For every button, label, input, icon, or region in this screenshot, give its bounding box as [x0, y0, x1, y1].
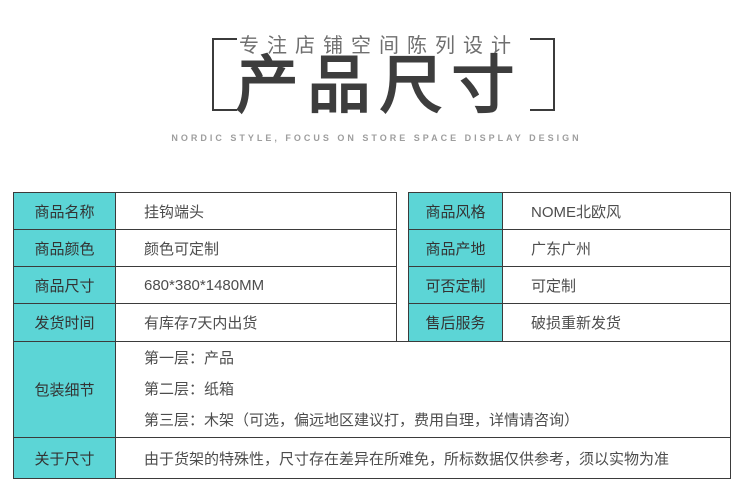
page-title: 产品尺寸: [235, 51, 524, 121]
spec-value-shipping-time: 有库存7天内出货: [116, 304, 396, 341]
header-subtitle-cn: 专注店铺空间陈列设计: [239, 35, 519, 57]
spec-label-shipping-time: 发货时间: [14, 304, 116, 341]
spec-bottom-grid: 包装细节 第一层：产品 第二层：纸箱 第三层：木架（可选，偏远地区建议打，费用自…: [13, 341, 731, 479]
spec-label-about-size: 关于尺寸: [14, 438, 116, 478]
spec-label-product-size: 商品尺寸: [14, 267, 116, 303]
spec-label-customizable: 可否定制: [409, 267, 503, 303]
packaging-line-3: 第三层：木架（可选，偏远地区建议打，费用自理，详情请咨询）: [144, 412, 580, 429]
spec-right-column: 商品风格 NOME北欧风 商品产地 广东广州 可否定制 可定制 售后服务 破损重…: [408, 192, 731, 342]
table-row: 商品产地 广东广州: [409, 230, 730, 267]
table-row-about-size: 关于尺寸 由于货架的特殊性，尺寸存在差异在所难免，所标数据仅供参考，须以实物为准: [14, 438, 730, 478]
spec-label-product-name: 商品名称: [14, 193, 116, 229]
table-row: 售后服务 破损重新发货: [409, 304, 730, 341]
spec-value-product-name: 挂钩端头: [116, 193, 396, 229]
table-row: 商品风格 NOME北欧风: [409, 193, 730, 230]
table-row: 可否定制 可定制: [409, 267, 730, 304]
spec-value-packaging: 第一层：产品 第二层：纸箱 第三层：木架（可选，偏远地区建议打，费用自理，详情请…: [116, 342, 730, 437]
spec-value-customizable: 可定制: [503, 267, 730, 303]
spec-label-after-sales: 售后服务: [409, 304, 503, 341]
spec-top-grid: 商品名称 挂钩端头 商品颜色 颜色可定制 商品尺寸 680*380*1480MM…: [13, 192, 731, 342]
spec-value-product-color: 颜色可定制: [116, 230, 396, 266]
spec-label-product-style: 商品风格: [409, 193, 503, 229]
right-bracket-decoration: [530, 38, 555, 111]
spec-table: 商品名称 挂钩端头 商品颜色 颜色可定制 商品尺寸 680*380*1480MM…: [13, 192, 731, 479]
spec-value-about-size: 由于货架的特殊性，尺寸存在差异在所难免，所标数据仅供参考，须以实物为准: [116, 438, 730, 478]
spec-value-product-size: 680*380*1480MM: [116, 267, 396, 303]
spec-left-column: 商品名称 挂钩端头 商品颜色 颜色可定制 商品尺寸 680*380*1480MM…: [13, 192, 397, 342]
spec-value-product-origin: 广东广州: [503, 230, 730, 266]
spec-value-after-sales: 破损重新发货: [503, 304, 730, 341]
header-subtitle-en: NORDIC STYLE, FOCUS ON STORE SPACE DISPL…: [171, 133, 582, 143]
header: 专注店铺空间陈列设计 产品尺寸 NORDIC STYLE, FOCUS ON S…: [0, 0, 750, 160]
table-row-packaging: 包装细节 第一层：产品 第二层：纸箱 第三层：木架（可选，偏远地区建议打，费用自…: [14, 342, 730, 438]
table-row: 商品颜色 颜色可定制: [14, 230, 396, 267]
spec-value-product-style: NOME北欧风: [503, 193, 730, 229]
table-row: 发货时间 有库存7天内出货: [14, 304, 396, 341]
packaging-line-1: 第一层：产品: [144, 350, 235, 367]
spec-label-packaging: 包装细节: [14, 342, 116, 437]
spec-label-product-origin: 商品产地: [409, 230, 503, 266]
table-row: 商品尺寸 680*380*1480MM: [14, 267, 396, 304]
left-bracket-decoration: [212, 38, 237, 111]
packaging-line-2: 第二层：纸箱: [144, 381, 235, 398]
table-row: 商品名称 挂钩端头: [14, 193, 396, 230]
spec-label-product-color: 商品颜色: [14, 230, 116, 266]
